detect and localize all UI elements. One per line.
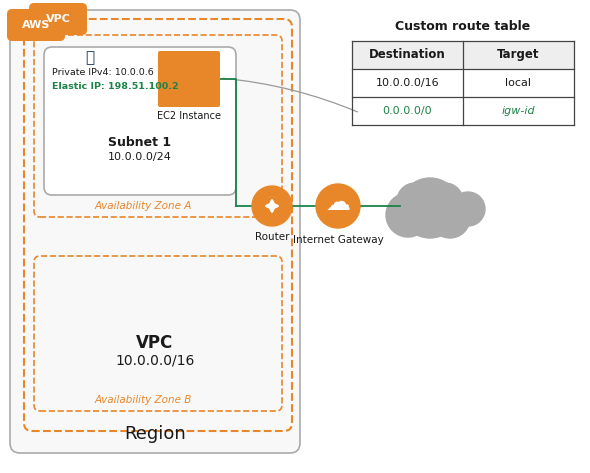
Text: Internet Gateway: Internet Gateway — [293, 235, 384, 245]
Circle shape — [430, 198, 470, 238]
Text: ☁: ☁ — [326, 191, 350, 215]
Text: VPC: VPC — [136, 334, 173, 352]
Circle shape — [252, 186, 292, 226]
Circle shape — [400, 178, 460, 238]
Text: igw-id: igw-id — [502, 106, 535, 116]
Text: Destination: Destination — [369, 49, 446, 61]
Text: 10.0.0.0/24: 10.0.0.0/24 — [108, 152, 172, 162]
FancyBboxPatch shape — [158, 51, 220, 107]
Circle shape — [427, 183, 463, 219]
FancyBboxPatch shape — [352, 41, 574, 69]
FancyBboxPatch shape — [7, 9, 65, 41]
Text: Elastic IP: 198.51.100.2: Elastic IP: 198.51.100.2 — [52, 82, 179, 91]
Text: Private IPv4: 10.0.0.6: Private IPv4: 10.0.0.6 — [52, 69, 154, 78]
FancyBboxPatch shape — [44, 47, 236, 195]
Circle shape — [316, 184, 360, 228]
Text: 🔒: 🔒 — [86, 51, 94, 65]
Text: 0.0.0.0/0: 0.0.0.0/0 — [383, 106, 432, 116]
Text: Region: Region — [124, 425, 186, 443]
Text: Target: Target — [497, 49, 540, 61]
Circle shape — [451, 192, 485, 226]
FancyBboxPatch shape — [29, 3, 87, 35]
Text: EC2 Instance: EC2 Instance — [157, 111, 221, 121]
Text: Subnet 1: Subnet 1 — [109, 137, 172, 149]
Circle shape — [386, 193, 430, 237]
Text: AWS: AWS — [22, 20, 50, 30]
FancyBboxPatch shape — [10, 10, 300, 453]
Text: VPC: VPC — [45, 14, 70, 24]
Text: local: local — [506, 78, 532, 88]
Text: 10.0.0.0/16: 10.0.0.0/16 — [115, 354, 195, 368]
Text: Custom route table: Custom route table — [395, 20, 530, 34]
Circle shape — [397, 183, 433, 219]
Text: Availability Zone B: Availability Zone B — [95, 395, 192, 405]
Text: Availability Zone A: Availability Zone A — [95, 201, 192, 211]
Text: Router: Router — [255, 232, 289, 242]
Text: 10.0.0.0/16: 10.0.0.0/16 — [376, 78, 440, 88]
